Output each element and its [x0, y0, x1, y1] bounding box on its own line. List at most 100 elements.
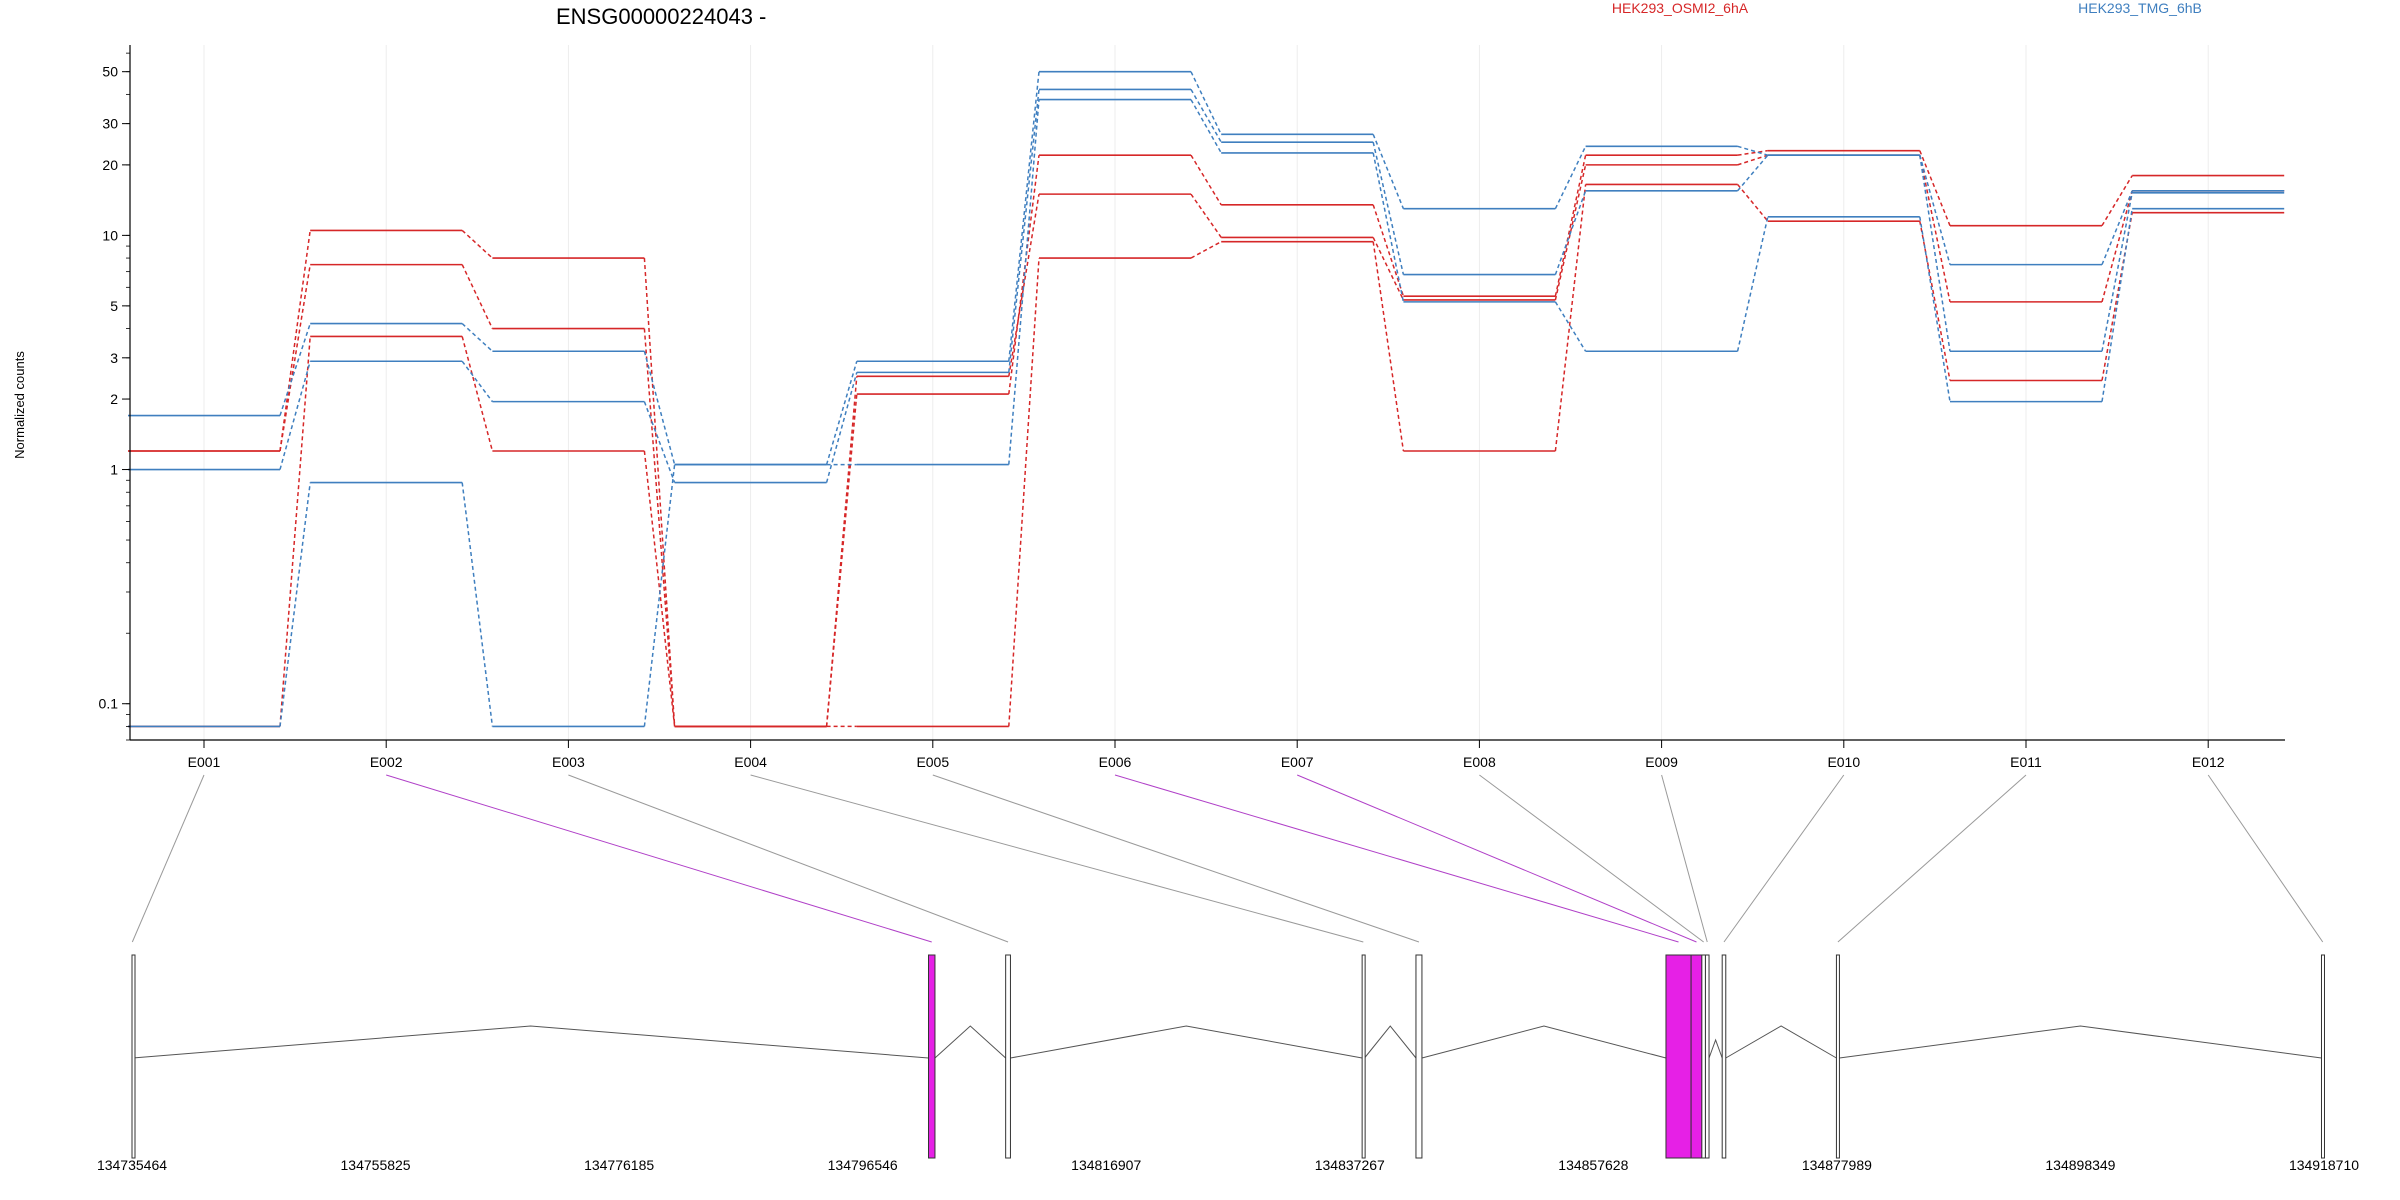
y-tick-label: 0.1: [99, 696, 119, 712]
exon-box-E003: [1005, 954, 1011, 1159]
series-0-connector: [1372, 204, 1405, 297]
exon-box-E004: [1361, 954, 1366, 1159]
exon-box-E005: [1415, 954, 1423, 1159]
y-tick-label: 50: [102, 64, 118, 80]
exon-link-E012: [2207, 774, 2324, 943]
series-3-connector: [461, 323, 493, 352]
exon-box-E007: [1690, 954, 1703, 1159]
y-tick-label: 1: [110, 462, 118, 478]
grid-lines: [203, 45, 2209, 740]
series-5-connector: [1736, 216, 1769, 352]
exon-link-E011: [1837, 774, 2027, 943]
series-2-connector: [1554, 184, 1587, 452]
y-tick-label: 3: [110, 350, 118, 366]
series-0: [128, 149, 2285, 728]
y-tick-label: 30: [102, 116, 118, 132]
genomic-coordinate-label: 134898349: [2045, 1157, 2115, 1173]
exon-link-E003: [568, 774, 1009, 943]
exon-link-E005: [932, 774, 1420, 943]
series-0-connector: [643, 258, 676, 727]
genomic-coordinate-label: 134877989: [1802, 1157, 1872, 1173]
y-tick-label: 10: [102, 227, 118, 243]
series-5-connector: [1372, 152, 1405, 303]
exon-box-E002: [928, 954, 936, 1159]
series-1-connector: [1190, 193, 1222, 238]
series-4-connector: [825, 372, 858, 483]
series-4: [128, 88, 2285, 484]
series-4-connector: [1372, 142, 1405, 275]
series-4-connector: [279, 361, 311, 470]
x-tick-label-E005: E005: [916, 754, 949, 770]
intron: [132, 1025, 929, 1059]
series-1: [128, 154, 2285, 728]
y-tick-label: 20: [102, 157, 118, 173]
series-5-connector: [461, 482, 494, 727]
x-tick-label-E010: E010: [1827, 754, 1860, 770]
series-1-connector: [461, 264, 494, 329]
series-0-connector: [1190, 154, 1222, 206]
series-0-connector: [1919, 150, 1951, 226]
exon-box-E009: [1704, 954, 1710, 1159]
exon-link-E002: [386, 774, 932, 943]
series-4-connector: [643, 401, 676, 483]
exon-link-E001: [131, 774, 205, 943]
x-tick-label-E002: E002: [370, 754, 403, 770]
series-3-connector: [1554, 146, 1587, 210]
series-3: [128, 70, 2285, 466]
series-5: [128, 98, 2285, 728]
series-3-connector: [643, 351, 676, 465]
series-1-connector: [643, 328, 676, 727]
exon-link-E010: [1723, 774, 1845, 943]
series-2-connector: [1737, 183, 1769, 222]
y-axis-label: Normalized counts: [12, 351, 27, 459]
series-4-connector: [1008, 89, 1040, 373]
series-5-connector: [2101, 208, 2133, 402]
genomic-coordinate-label: 134837267: [1315, 1157, 1385, 1173]
series-3-connector: [1737, 145, 1769, 156]
x-tick-label-E011: E011: [2010, 754, 2042, 770]
series-5-connector: [1190, 99, 1222, 154]
y-tick-label: 5: [110, 298, 118, 314]
genomic-coordinate-label: 134755825: [341, 1157, 411, 1173]
series-1-connector: [1008, 194, 1040, 377]
x-tick-label-E008: E008: [1463, 754, 1496, 770]
exon-link-E006: [1114, 774, 1679, 943]
exon-link-E004: [750, 774, 1364, 943]
series-3-connector: [1372, 134, 1405, 209]
series-2: [128, 183, 2285, 728]
exon-box-E001: [131, 954, 136, 1159]
series-2-connector: [279, 336, 311, 727]
x-tick-label-E003: E003: [552, 754, 585, 770]
series-3-connector: [1919, 154, 1951, 265]
series-4-connector: [1190, 89, 1222, 143]
series-4-connector: [461, 360, 494, 403]
x-tick-label-E009: E009: [1645, 754, 1678, 770]
series-1-connector: [2101, 190, 2133, 303]
series-1-connector: [825, 376, 858, 727]
series-3-connector: [2101, 190, 2133, 265]
exon-box-E010: [1721, 954, 1727, 1159]
exon-link-E009: [1661, 774, 1708, 943]
intron: [1708, 1038, 1723, 1059]
legend-entry-osmi2: HEK293_OSMI2_6hA: [1612, 0, 1749, 16]
intron: [1421, 1025, 1667, 1059]
series-4-connector: [1919, 155, 1951, 352]
series-2-connector: [1372, 241, 1405, 452]
series-1-connector: [1737, 154, 1769, 166]
series-1-connector: [1554, 164, 1587, 301]
series-4-connector: [2101, 192, 2133, 352]
intron: [1725, 1025, 1837, 1059]
x-tick-label-E006: E006: [1099, 754, 1132, 770]
x-tick-label-E007: E007: [1281, 754, 1314, 770]
series-1-connector: [1919, 155, 1951, 303]
genomic-coordinate-label: 134776185: [584, 1157, 654, 1173]
genomic-coordinate-label: 134857628: [1558, 1157, 1628, 1173]
series-1-connector: [279, 264, 311, 452]
exon-box-E008: [1701, 954, 1706, 1159]
genomic-coordinate-label: 134796546: [828, 1157, 898, 1173]
series-3-connector: [279, 323, 311, 416]
exon-box-E012: [2320, 954, 2325, 1159]
axes: 0.1 1 2 3 5 10 20 30 50 E001 E002 E003 E004 E005 E006 E…: [99, 45, 2285, 770]
series-4-connector: [1554, 190, 1587, 275]
